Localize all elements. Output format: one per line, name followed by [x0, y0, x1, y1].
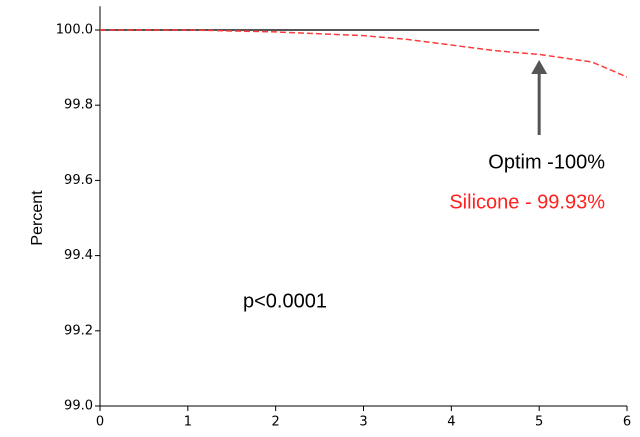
y-axis-label: Percent — [29, 190, 46, 246]
series-line — [100, 29, 628, 78]
y-tick-label: 100.0 — [56, 23, 93, 38]
y-tick-label: 99.0 — [64, 399, 93, 414]
annotation: Silicone - 99.93% — [449, 191, 605, 213]
x-tick-label: 3 — [359, 415, 367, 430]
y-tick-label: 99.8 — [64, 98, 93, 113]
x-tick-label: 4 — [447, 415, 455, 430]
x-tick-label: 0 — [96, 415, 104, 430]
y-tick-label: 99.6 — [64, 173, 93, 188]
x-tick-label: 1 — [184, 415, 192, 430]
annotation: p<0.0001 — [243, 290, 327, 312]
y-tick-label: 99.2 — [64, 323, 93, 338]
y-tick-label: 99.4 — [64, 248, 93, 263]
x-tick-label: 5 — [535, 415, 543, 430]
x-tick-label: 6 — [623, 415, 631, 430]
annotation: Optim -100% — [488, 151, 605, 173]
arrow-head — [531, 60, 548, 74]
x-tick-label: 2 — [272, 415, 280, 430]
